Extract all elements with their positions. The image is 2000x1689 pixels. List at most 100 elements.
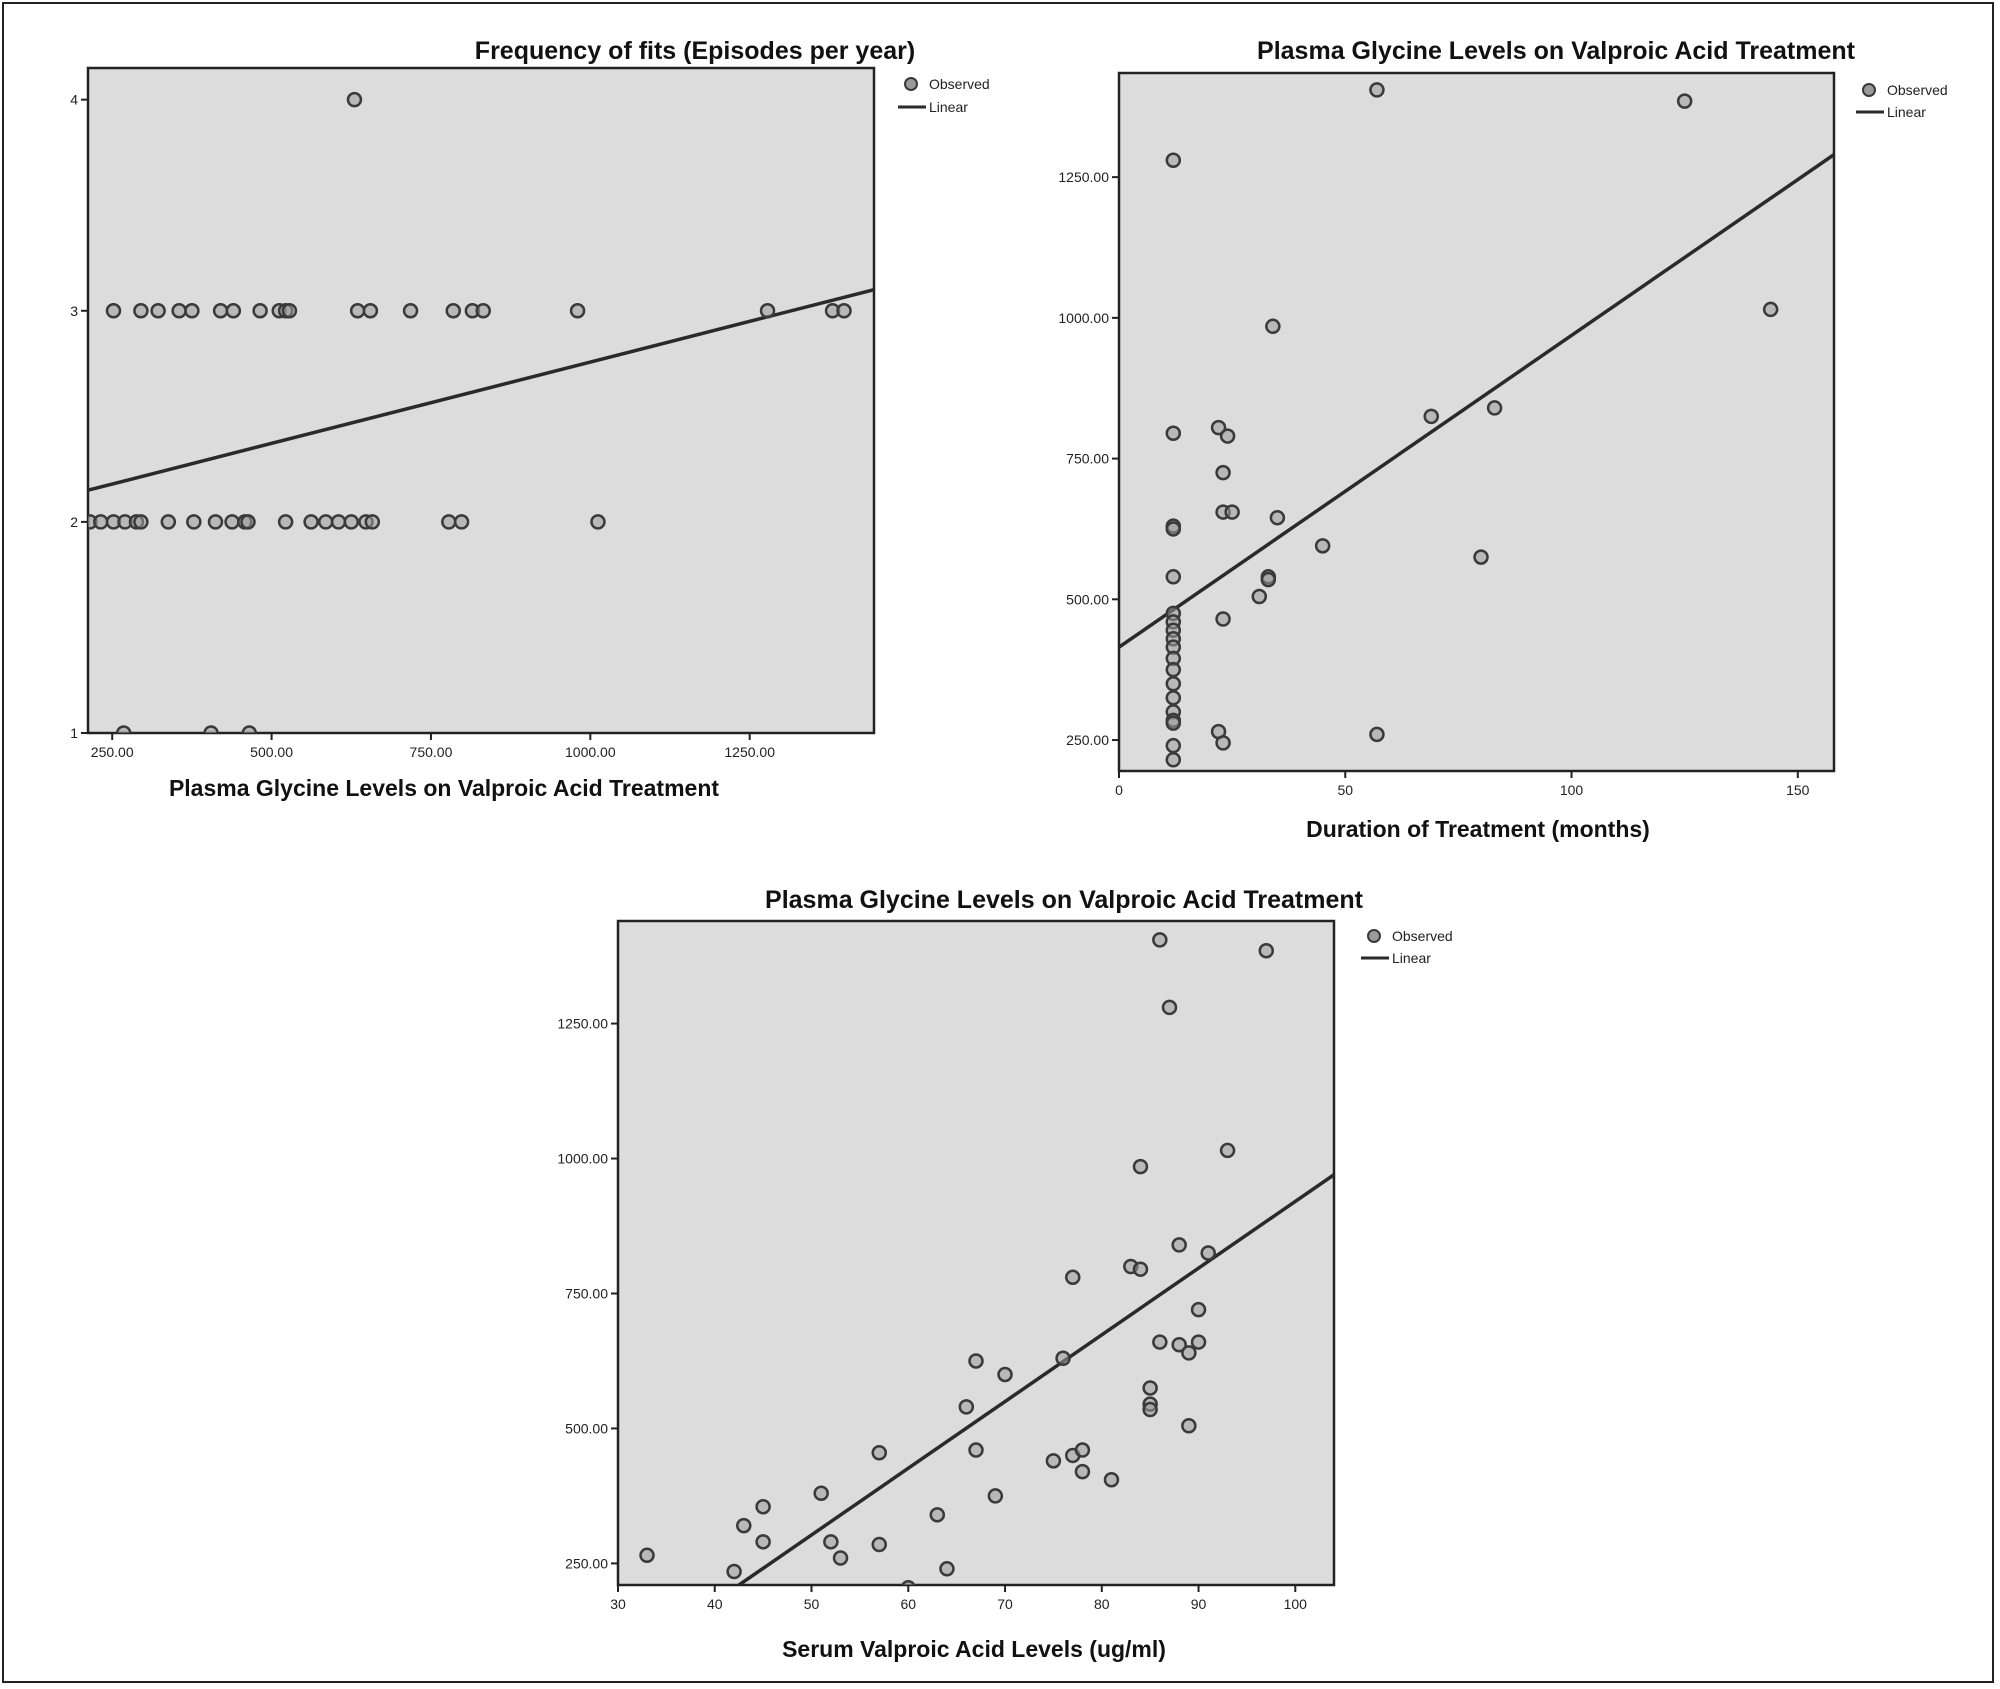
y-tick-label: 250.00 xyxy=(565,1555,608,1571)
data-point xyxy=(958,1399,975,1415)
plot-area xyxy=(86,66,876,735)
data-point xyxy=(1762,301,1779,318)
data-point xyxy=(1165,737,1182,754)
y-tick-label: 4 xyxy=(70,92,78,108)
x-tick-label: 100 xyxy=(1284,1596,1308,1612)
legend-linear-label: Linear xyxy=(1392,950,1431,966)
data-point xyxy=(1215,735,1231,751)
data-point xyxy=(133,514,149,530)
data-point xyxy=(1369,726,1385,743)
legend-observed-label: Observed xyxy=(1392,928,1453,944)
data-point xyxy=(1676,93,1693,109)
data-point xyxy=(1473,549,1489,565)
data-point xyxy=(1260,571,1277,588)
data-point xyxy=(115,725,132,733)
y-axis-ticks: 250.00 500.00 750.00 1000.00 1250.00 xyxy=(1058,169,1119,748)
data-point xyxy=(1215,464,1231,481)
data-point xyxy=(1165,152,1182,168)
x-tick-label: 40 xyxy=(707,1596,723,1612)
x-axis-ticks: 30 40 50 60 70 80 90 100 xyxy=(610,1585,1307,1612)
data-point xyxy=(1224,504,1240,520)
y-tick-label: 3 xyxy=(70,303,78,319)
data-point xyxy=(171,303,187,319)
y-tick-label: 250.00 xyxy=(1066,732,1109,748)
x-tick-label: 80 xyxy=(1094,1596,1110,1612)
plot-area xyxy=(616,919,1336,1587)
data-point xyxy=(224,514,240,530)
data-point xyxy=(1142,1380,1158,1396)
data-point xyxy=(364,514,381,530)
data-point xyxy=(475,303,491,319)
x-tick-label: 100 xyxy=(1560,782,1584,798)
legend-linear-label: Linear xyxy=(929,99,968,115)
data-point xyxy=(1055,1350,1071,1367)
data-point xyxy=(225,303,242,319)
data-point xyxy=(1065,1269,1081,1286)
y-tick-label: 2 xyxy=(70,514,78,530)
data-point xyxy=(639,1547,655,1564)
data-point xyxy=(1219,428,1236,444)
fit-line-layer xyxy=(737,1173,1334,1585)
data-point xyxy=(1165,676,1182,692)
data-point xyxy=(184,303,200,319)
data-point xyxy=(987,1488,1004,1504)
data-point xyxy=(736,1517,752,1534)
data-point xyxy=(759,303,776,319)
legend-linear-label: Linear xyxy=(1887,104,1926,120)
data-point xyxy=(1142,1401,1158,1418)
data-point xyxy=(240,514,256,530)
data-point xyxy=(968,1353,984,1369)
y-tick-label: 750.00 xyxy=(565,1285,608,1301)
data-point xyxy=(1258,942,1275,959)
fit-line xyxy=(88,287,874,492)
legend-observed-label: Observed xyxy=(1887,82,1948,98)
x-tick-label: 90 xyxy=(1191,1596,1207,1612)
legend: Observed Linear xyxy=(1361,928,1453,966)
data-point xyxy=(1165,661,1182,678)
fit-line xyxy=(737,1173,1334,1585)
data-point xyxy=(1369,82,1385,98)
legend-observed-label: Observed xyxy=(929,76,990,92)
observed-points xyxy=(1165,82,1779,768)
chart-title: Plasma Glycine Levels on Valproic Acid T… xyxy=(765,886,1364,914)
data-point xyxy=(1165,521,1182,537)
legend-observed-marker xyxy=(1862,83,1876,97)
y-tick-label: 1000.00 xyxy=(557,1151,608,1167)
observed-points xyxy=(639,932,1275,1585)
data-point xyxy=(1152,1334,1168,1350)
data-point xyxy=(1161,999,1178,1016)
y-tick-label: 1250.00 xyxy=(1058,169,1109,185)
data-point xyxy=(1181,1417,1197,1434)
data-point xyxy=(207,514,224,530)
data-point xyxy=(1165,569,1182,585)
data-point xyxy=(1486,400,1503,416)
chart-frequency-of-fits: Frequency of fits (Episodes per year) 25… xyxy=(70,37,990,801)
y-axis-ticks: 1 2 3 4 xyxy=(70,92,88,741)
chart-title: Plasma Glycine Levels on Valproic Acid T… xyxy=(1257,37,1856,65)
y-axis-ticks: 250.00 500.00 750.00 1000.00 1250.00 xyxy=(557,1016,618,1571)
data-point xyxy=(836,303,852,319)
legend-observed-marker xyxy=(904,77,918,91)
data-point xyxy=(569,303,586,319)
x-tick-label: 50 xyxy=(804,1596,820,1612)
y-tick-label: 500.00 xyxy=(1066,591,1109,607)
y-tick-label: 1 xyxy=(70,725,78,741)
chart-glycine-vs-serum-valproic: Plasma Glycine Levels on Valproic Acid T… xyxy=(557,886,1452,1662)
data-point xyxy=(1265,318,1281,335)
figure-canvas: Frequency of fits (Episodes per year) 25… xyxy=(70,37,1948,1662)
data-point xyxy=(441,514,457,530)
x-tick-label: 150 xyxy=(1786,782,1810,798)
x-tick-label: 250.00 xyxy=(91,744,134,760)
y-tick-label: 500.00 xyxy=(565,1420,608,1436)
x-axis-label: Duration of Treatment (months) xyxy=(1306,816,1650,842)
data-point xyxy=(160,514,177,530)
data-point xyxy=(1200,1245,1216,1261)
plot-area xyxy=(1117,71,1836,773)
legend: Observed Linear xyxy=(898,76,990,115)
data-point xyxy=(346,91,363,108)
data-point xyxy=(402,303,419,319)
data-point xyxy=(1181,1345,1197,1361)
data-point xyxy=(755,1534,771,1550)
chart-title: Frequency of fits (Episodes per year) xyxy=(475,37,915,65)
data-point xyxy=(1251,588,1268,605)
